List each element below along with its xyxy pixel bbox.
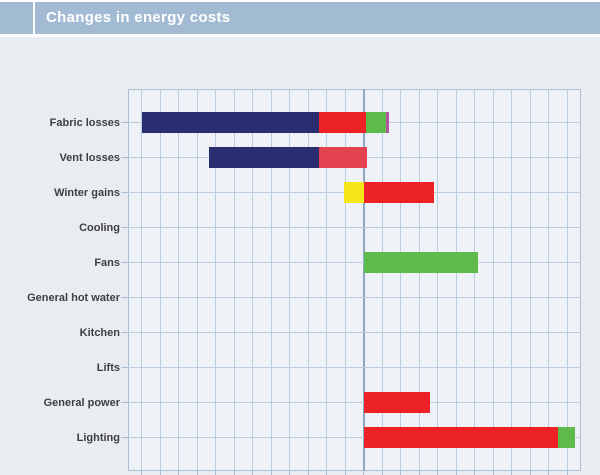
horizontal-gridline: [128, 297, 581, 298]
horizontal-gridline: [128, 227, 581, 228]
vertical-gridline: [381, 89, 383, 471]
x-tick-mark: [437, 471, 439, 475]
horizontal-gridline: [128, 367, 581, 368]
x-tick-mark: [196, 471, 198, 475]
vertical-gridline: [159, 89, 161, 471]
bar-segment-green: [557, 427, 575, 448]
x-tick-mark: [215, 471, 217, 475]
horizontal-gridline: [128, 262, 581, 263]
category-label: Winter gains: [54, 186, 120, 199]
x-tick-mark: [381, 471, 383, 475]
y-tick-mark: [121, 227, 128, 228]
vertical-gridline: [437, 89, 439, 471]
vertical-gridline: [344, 89, 346, 471]
vertical-gridline: [178, 89, 180, 471]
horizontal-gridline: [128, 332, 581, 333]
bar-segment-green: [363, 252, 479, 273]
x-tick-mark: [511, 471, 513, 475]
bar-segment-crimson: [319, 147, 367, 168]
chart-title: Changes in energy costs: [46, 9, 231, 26]
vertical-gridline: [474, 89, 476, 471]
x-tick-mark: [455, 471, 457, 475]
category-label: Cooling: [79, 221, 120, 234]
vertical-gridline: [492, 89, 494, 471]
y-tick-mark: [121, 402, 128, 403]
x-tick-mark: [529, 471, 531, 475]
category-label: General hot water: [27, 291, 120, 304]
vertical-gridline: [307, 89, 309, 471]
bar-segment-red: [363, 392, 431, 413]
y-tick-mark: [121, 437, 128, 438]
bar-segment-red: [363, 182, 434, 203]
bar-segment-red: [363, 427, 558, 448]
category-label: Fans: [94, 256, 120, 269]
vertical-gridline: [326, 89, 328, 471]
y-tick-mark: [121, 262, 128, 263]
vertical-gridline: [270, 89, 272, 471]
category-label: Fabric losses: [49, 116, 120, 129]
y-tick-mark: [121, 297, 128, 298]
vertical-gridline: [418, 89, 420, 471]
x-tick-mark: [233, 471, 235, 475]
x-tick-mark: [548, 471, 550, 475]
y-tick-mark: [121, 157, 128, 158]
bar-segment-magenta: [385, 112, 389, 133]
x-tick-mark: [159, 471, 161, 475]
x-tick-mark: [178, 471, 180, 475]
x-tick-mark: [400, 471, 402, 475]
vertical-gridline: [548, 89, 550, 471]
y-tick-mark: [121, 332, 128, 333]
header-bar: Changes in energy costs: [0, 2, 600, 34]
category-label: Lighting: [76, 431, 120, 444]
category-label: General power: [43, 396, 120, 409]
horizontal-gridline: [128, 437, 581, 438]
horizontal-gridline: [128, 402, 581, 403]
bar-segment-navy: [141, 112, 320, 133]
x-tick-mark: [344, 471, 346, 475]
header-divider: [33, 2, 35, 34]
x-tick-mark: [363, 471, 365, 475]
x-tick-mark: [326, 471, 328, 475]
category-label: Vent losses: [59, 151, 120, 164]
y-tick-mark: [121, 122, 128, 123]
x-tick-mark: [418, 471, 420, 475]
vertical-gridline: [252, 89, 254, 471]
vertical-gridline: [511, 89, 513, 471]
vertical-gridline: [233, 89, 235, 471]
zero-gridline: [362, 89, 365, 471]
vertical-gridline: [566, 89, 568, 471]
vertical-gridline: [215, 89, 217, 471]
x-tick-mark: [289, 471, 291, 475]
bar-segment-red: [319, 112, 366, 133]
x-tick-mark: [252, 471, 254, 475]
vertical-gridline: [141, 89, 143, 471]
category-label: Lifts: [96, 361, 120, 374]
vertical-gridline: [455, 89, 457, 471]
vertical-gridline: [529, 89, 531, 471]
y-tick-mark: [121, 192, 128, 193]
vertical-gridline: [196, 89, 198, 471]
x-tick-mark: [141, 471, 143, 475]
bar-segment-yellow: [344, 182, 364, 203]
vertical-gridline: [400, 89, 402, 471]
x-tick-mark: [492, 471, 494, 475]
x-tick-mark: [307, 471, 309, 475]
y-tick-mark: [121, 367, 128, 368]
x-tick-mark: [474, 471, 476, 475]
bar-segment-navy: [209, 147, 320, 168]
category-label: Kitchen: [79, 326, 120, 339]
chart-body: Fabric losses Vent losses Winter gains Cool…: [0, 37, 600, 475]
bar-segment-green: [365, 112, 386, 133]
x-tick-mark: [270, 471, 272, 475]
x-tick-mark: [566, 471, 568, 475]
vertical-gridline: [289, 89, 291, 471]
